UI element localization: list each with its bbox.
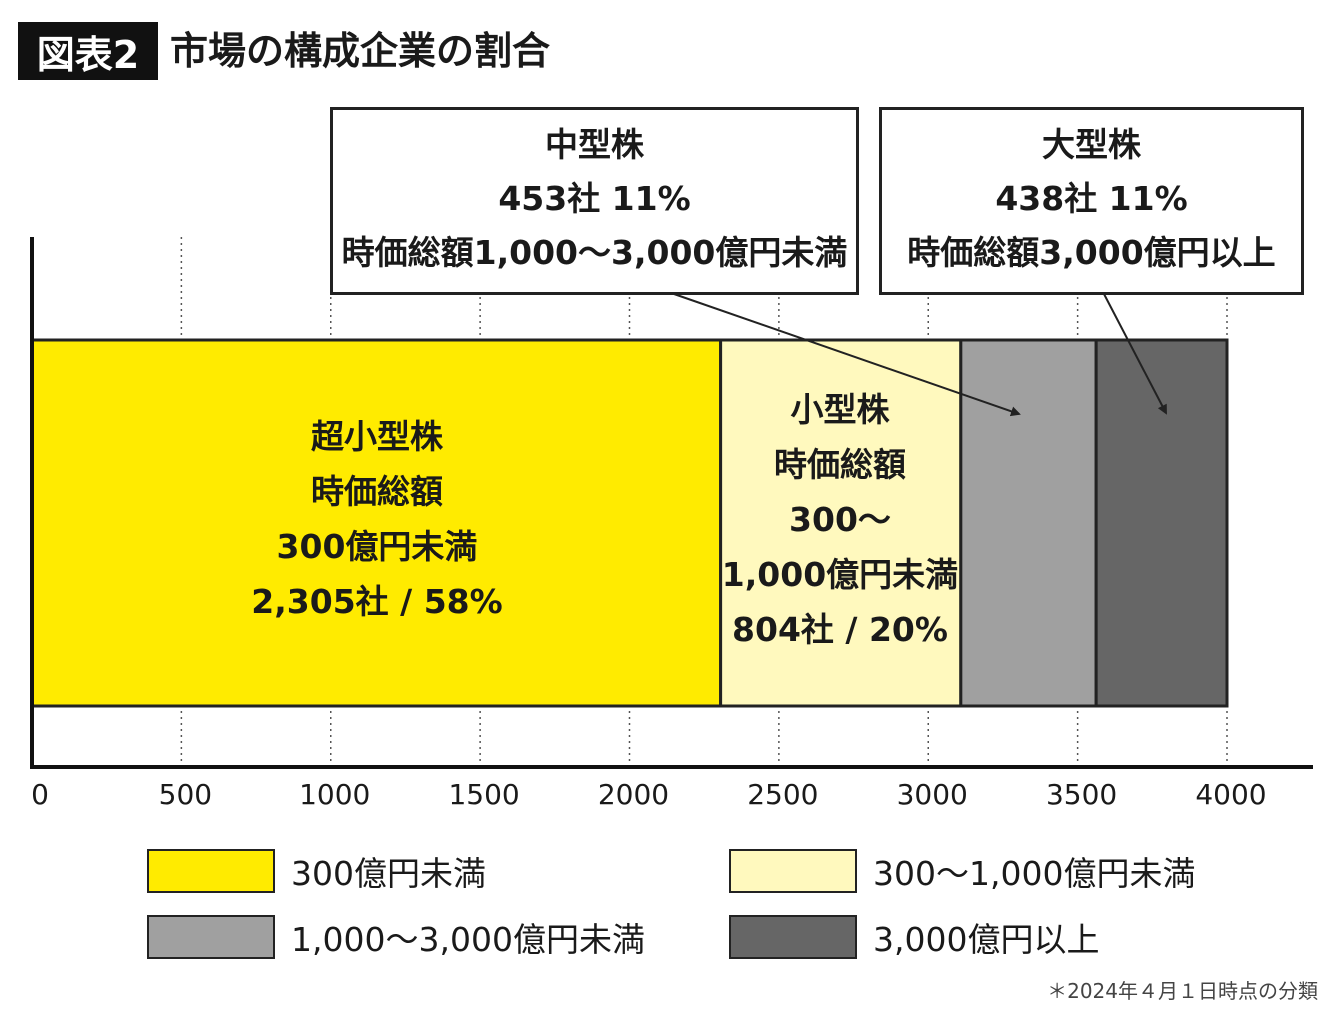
small-cap-label: 小型株 時価総額 300〜 1,000億円未満 804社 / 20% [720,382,960,657]
legend-swatch [729,915,857,959]
tick-label-0: 0 [31,778,49,811]
bar-segment-3 [959,338,1098,708]
tick-label-4000: 4000 [1195,778,1267,811]
legend-label: 1,000〜3,000億円未満 [291,920,645,959]
tick-label-1500: 1500 [448,778,520,811]
tick-label-2000: 2000 [597,778,670,811]
tick-label-1000: 1000 [299,778,371,811]
figure-number-badge: 図表2 [18,22,158,80]
large-cap-title: 大型株 [1042,125,1141,164]
legend-label: 300〜1,000億円未満 [873,854,1196,893]
chart-title: 市場の構成企業の割合 [170,29,551,73]
large-cap-callout: 大型株 438社 11% 時価総額3,000億円以上 [879,107,1304,295]
mid-cap-count: 453社 11% [498,179,691,218]
micro-cap-count: 2,305社 / 58% [251,582,503,621]
micro-cap-title: 超小型株 [311,417,443,456]
legend-swatch [729,849,857,893]
legend-item-small: 300〜1,000億円未満 [729,848,1195,894]
axes [30,237,1313,769]
tick-label-3000: 3000 [896,778,968,811]
tick-label-2500: 2500 [747,778,819,811]
large-cap-count: 438社 11% [995,179,1188,218]
micro-cap-label: 超小型株 時価総額 300億円未満 2,305社 / 58% [34,409,720,629]
footnote: ＊2024年４月１日時点の分類 [1047,979,1318,1003]
legend-item-mid: 1,000〜3,000億円未満 [147,914,645,960]
large-cap-arrow [1103,293,1167,415]
mid-cap-arrow [673,293,1021,417]
small-cap-range-start: 300〜 [789,500,891,539]
mid-cap-title: 中型株 [545,125,644,164]
legend-item-micro: 300億円未満 [147,848,486,894]
small-cap-count: 804社 / 20% [732,610,948,649]
bar-segment-2 [719,338,963,708]
micro-cap-caption: 時価総額 [311,472,443,511]
bar-segment-4 [1094,338,1229,708]
legend-label: 300億円未満 [291,854,486,893]
small-cap-title: 小型株 [790,390,890,429]
legend-swatch [147,915,275,959]
legend-label: 3,000億円以上 [873,920,1100,959]
mid-cap-range: 時価総額1,000〜3,000億円未満 [341,233,848,272]
tick-label-500: 500 [158,778,213,811]
legend-swatch [147,849,275,893]
large-cap-range: 時価総額3,000億円以上 [907,233,1276,272]
mid-cap-callout: 中型株 453社 11% 時価総額1,000〜3,000億円未満 [330,107,859,295]
legend-item-large: 3,000億円以上 [729,914,1099,960]
small-cap-range-end: 1,000億円未満 [721,555,959,594]
bar-segments [30,338,1229,708]
bar-segment-1 [30,338,723,708]
small-cap-caption: 時価総額 [774,445,906,484]
tick-label-3500: 3500 [1045,778,1118,811]
micro-cap-range: 300億円未満 [276,527,478,566]
callout-arrows [673,293,1167,417]
